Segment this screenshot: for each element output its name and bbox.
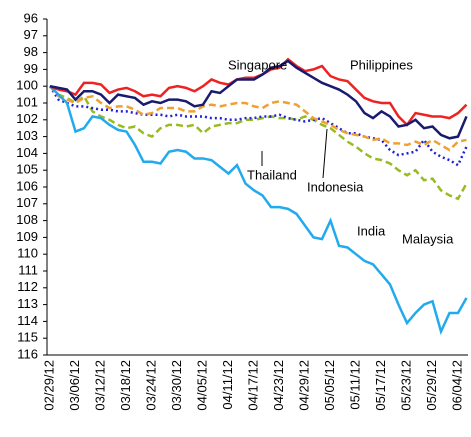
- y-tick-label: 103: [16, 128, 38, 143]
- y-tick-label: 115: [17, 330, 38, 345]
- x-tick-label: 06/04/12: [449, 360, 464, 411]
- leader-line: [322, 128, 328, 179]
- line: [49, 59, 468, 140]
- y-tick-label: 106: [16, 178, 38, 193]
- x-tick-label: 05/11/12: [347, 360, 362, 410]
- y-tick-label: 98: [24, 44, 38, 59]
- y-tick-label: 110: [17, 246, 38, 261]
- x-tick-label: 04/17/12: [245, 360, 260, 411]
- y-tick-label: 97: [24, 27, 38, 42]
- x-tick-label: 05/17/12: [373, 360, 388, 411]
- line: [49, 85, 468, 201]
- y-tick-label: 107: [16, 195, 38, 210]
- x-tick-label: 04/11/12: [220, 360, 235, 410]
- x-tick-label: 05/23/12: [398, 360, 413, 411]
- y-tick-label: 116: [17, 346, 38, 361]
- y-tick-label: 99: [24, 61, 38, 76]
- x-tick-label: 04/29/12: [296, 360, 311, 411]
- x-tick-label: 05/05/12: [322, 360, 337, 411]
- y-tick-label: 108: [16, 212, 38, 227]
- line: [49, 85, 468, 336]
- series-label: Thailand: [247, 167, 297, 182]
- y-tick-label: 105: [16, 162, 38, 177]
- x-tick-label: 03/24/12: [143, 360, 158, 411]
- y-tick-label: 109: [16, 229, 38, 244]
- x-tick-label: 05/29/12: [424, 360, 439, 411]
- y-tick-label: 100: [16, 78, 38, 93]
- line: [49, 85, 467, 152]
- y-tick-label: 102: [16, 111, 38, 126]
- y-tick-label: 112: [17, 279, 38, 294]
- x-tick-label: 03/12/12: [92, 360, 107, 411]
- y-tick-label: 101: [16, 94, 38, 109]
- line: [48, 85, 468, 167]
- series-label: Singapore: [228, 57, 287, 72]
- series-label: India: [357, 223, 386, 238]
- y-tick-label: 111: [18, 262, 38, 277]
- x-tick-label: 03/30/12: [169, 360, 184, 411]
- series-label: Philippines: [350, 57, 413, 72]
- x-tick-label: 04/23/12: [271, 360, 286, 411]
- y-tick-label: 113: [17, 296, 38, 311]
- x-tick-label: 03/06/12: [67, 360, 82, 411]
- y-tick-label: 96: [24, 10, 38, 25]
- series-label: Indonesia: [307, 179, 364, 194]
- y-tick-label: 104: [16, 145, 38, 160]
- x-tick-label: 04/05/12: [194, 360, 209, 411]
- x-tick-label: 02/29/12: [41, 360, 56, 411]
- x-tick-label: 03/18/12: [118, 360, 133, 411]
- y-tick-label: 114: [17, 313, 38, 328]
- series-label: Malaysia: [402, 231, 454, 246]
